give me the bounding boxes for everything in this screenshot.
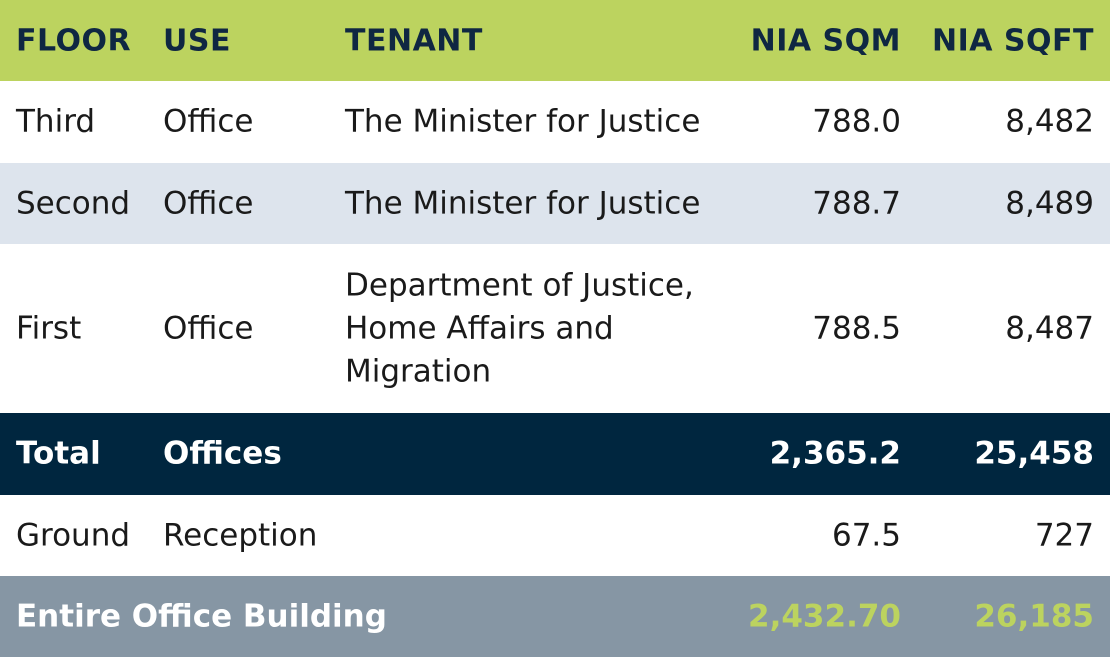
- table-header-row: FLOOR USE TENANT NIA SQM NIA SQFT: [0, 0, 1110, 81]
- tenant-cell: Department of Justice, Home Affairs and …: [345, 267, 694, 389]
- use-cell: Office: [163, 310, 254, 346]
- floor-cell: Third: [16, 103, 96, 140]
- nia-sqft-cell: 727: [1034, 517, 1094, 553]
- nia-sqft-cell: 8,487: [1005, 310, 1094, 346]
- floor-cell: First: [16, 310, 82, 346]
- entire-building-row: Entire Office Building 2,432.70 26,185: [0, 576, 1110, 657]
- nia-sqft-cell: 8,489: [1005, 185, 1094, 221]
- entire-nia-sqft: 26,185: [974, 598, 1094, 634]
- total-use: Offices: [163, 435, 282, 472]
- entire-nia-sqm: 2,432.70: [748, 598, 901, 634]
- use-cell: Office: [163, 103, 254, 140]
- nia-sqm-cell: 788.0: [812, 103, 901, 140]
- table-row: Second Office The Minister for Justice 7…: [0, 163, 1110, 244]
- header-nia-sqm: NIA SQM: [750, 23, 901, 58]
- nia-sqm-cell: 67.5: [831, 517, 901, 553]
- floor-cell: Second: [16, 185, 131, 221]
- header-use: USE: [163, 23, 231, 58]
- nia-sqft-cell: 8,482: [1005, 103, 1094, 140]
- header-tenant: TENANT: [345, 23, 483, 58]
- header-nia-sqft: NIA SQFT: [932, 23, 1094, 58]
- entire-building-label: Entire Office Building: [16, 598, 387, 634]
- header-floor: FLOOR: [16, 23, 132, 58]
- total-nia-sqm: 2,365.2: [769, 435, 901, 472]
- total-nia-sqft: 25,458: [974, 435, 1094, 472]
- floor-cell: Ground: [16, 517, 131, 553]
- nia-sqm-cell: 788.7: [812, 185, 901, 221]
- nia-sqm-cell: 788.5: [812, 310, 901, 346]
- table-row: Ground Reception 67.5 727: [0, 495, 1110, 576]
- table-row: Third Office The Minister for Justice 78…: [0, 81, 1110, 163]
- tenant-cell: The Minister for Justice: [345, 185, 701, 221]
- use-cell: Reception: [163, 517, 318, 553]
- total-row: Total Offices 2,365.2 25,458: [0, 413, 1110, 495]
- table-row: First Office Department of Justice, Home…: [0, 244, 1110, 413]
- tenant-cell: The Minister for Justice: [345, 103, 701, 140]
- total-label: Total: [16, 435, 101, 472]
- use-cell: Office: [163, 185, 254, 221]
